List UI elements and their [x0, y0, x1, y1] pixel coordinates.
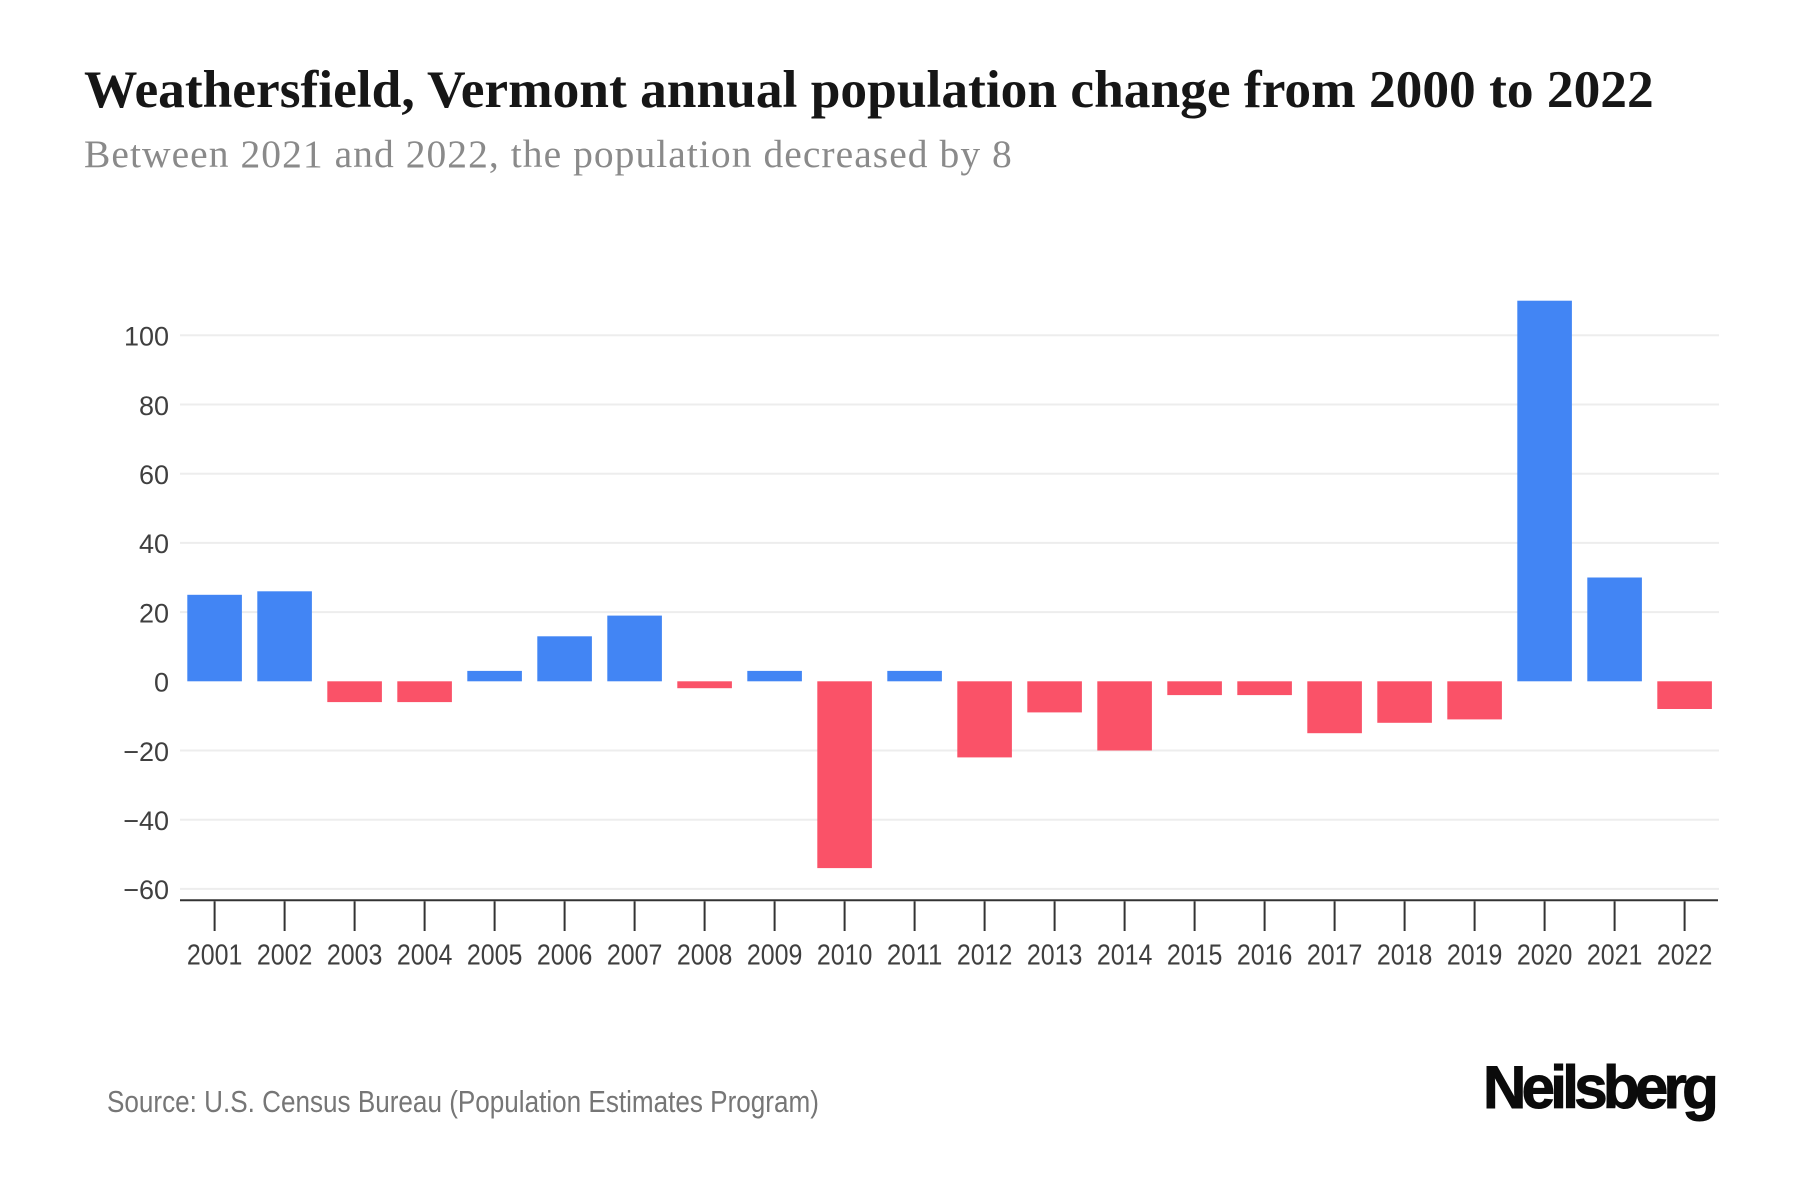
- svg-text:2007: 2007: [607, 940, 663, 972]
- svg-text:2020: 2020: [1517, 940, 1573, 972]
- svg-text:2011: 2011: [887, 940, 943, 972]
- svg-text:2004: 2004: [397, 940, 453, 972]
- svg-text:2014: 2014: [1097, 940, 1153, 972]
- svg-text:2002: 2002: [257, 940, 313, 972]
- svg-text:2006: 2006: [537, 940, 593, 972]
- svg-text:60: 60: [139, 460, 169, 490]
- svg-text:80: 80: [139, 391, 169, 421]
- svg-text:2003: 2003: [327, 940, 383, 972]
- svg-text:2005: 2005: [467, 940, 523, 972]
- svg-text:−20: −20: [123, 737, 169, 767]
- svg-text:2009: 2009: [747, 940, 803, 972]
- svg-text:−40: −40: [123, 806, 169, 836]
- svg-text:0: 0: [154, 668, 169, 698]
- svg-text:2001: 2001: [187, 940, 243, 972]
- svg-text:100: 100: [124, 322, 169, 352]
- svg-text:2021: 2021: [1587, 940, 1643, 972]
- svg-text:40: 40: [139, 529, 169, 559]
- svg-text:2010: 2010: [817, 940, 873, 972]
- svg-text:2019: 2019: [1447, 940, 1503, 972]
- svg-text:−60: −60: [123, 875, 169, 905]
- svg-text:2008: 2008: [677, 940, 733, 972]
- svg-text:2012: 2012: [957, 940, 1013, 972]
- svg-text:2018: 2018: [1377, 940, 1433, 972]
- svg-text:2017: 2017: [1307, 940, 1363, 972]
- svg-text:2022: 2022: [1657, 940, 1713, 972]
- svg-text:2013: 2013: [1027, 940, 1083, 972]
- svg-text:20: 20: [139, 598, 169, 628]
- svg-text:2015: 2015: [1167, 940, 1223, 972]
- svg-text:2016: 2016: [1237, 940, 1293, 972]
